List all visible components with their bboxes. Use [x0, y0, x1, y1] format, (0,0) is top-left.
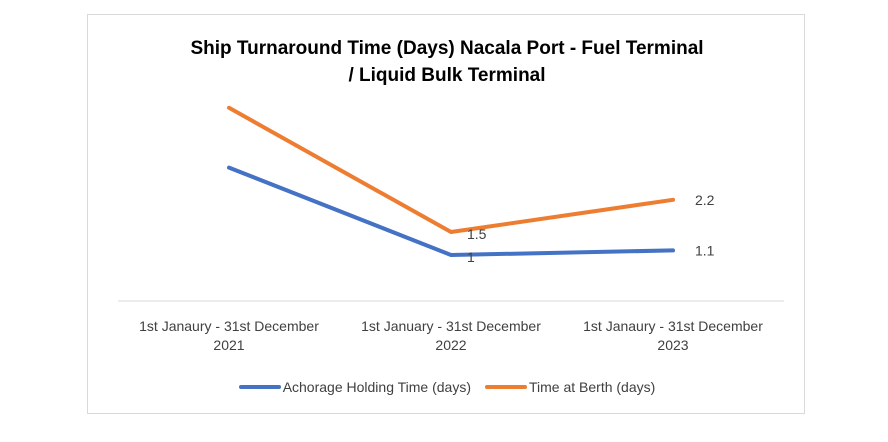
data-label: 1.5 [467, 226, 487, 242]
x-tick-label-line: 1st Janaury - 31st December [139, 318, 319, 334]
x-tick-label: 1st January - 31st December 2022 [361, 318, 541, 353]
x-tick-label-line: 1st January - 31st December [361, 318, 541, 334]
x-tick-label-line: 1st Janaury - 31st December [583, 318, 763, 334]
data-label: 1.1 [695, 242, 715, 258]
plot-area: 1st Janaury - 31st December 2021 1st Janua… [118, 105, 784, 353]
chart-title: Ship Turnaround Time (Days) Nacala Port … [88, 35, 806, 89]
series-line-anchorage [227, 165, 675, 257]
x-tick-label-line: 2021 [213, 337, 244, 353]
x-tick-label: 1st Janaury - 31st December 2023 [583, 318, 763, 353]
data-label: 1 [467, 249, 475, 265]
x-tick-label-line: 2023 [657, 337, 688, 353]
legend: Achorage Holding Time (days) Time at Ber… [88, 377, 806, 397]
legend-swatch-berth [485, 385, 527, 389]
x-tick-label-line: 2022 [435, 337, 466, 353]
chart-title-line-1: Ship Turnaround Time (Days) Nacala Port … [190, 38, 704, 59]
x-tick-label: 1st Janaury - 31st December 2021 [139, 318, 319, 353]
legend-item-berth: Time at Berth (days) [485, 379, 655, 395]
chart-container: Ship Turnaround Time (Days) Nacala Port … [87, 14, 805, 414]
legend-swatch-anchorage [238, 385, 281, 389]
chart-title-line-2: / Liquid Bulk Terminal [348, 65, 546, 86]
legend-label-berth: Time at Berth (days) [529, 379, 656, 395]
data-label: 2.2 [695, 192, 715, 208]
legend-item-anchorage: Achorage Holding Time (days) [238, 379, 471, 395]
series-line-berth [227, 105, 675, 234]
legend-label-anchorage: Achorage Holding Time (days) [282, 379, 471, 395]
